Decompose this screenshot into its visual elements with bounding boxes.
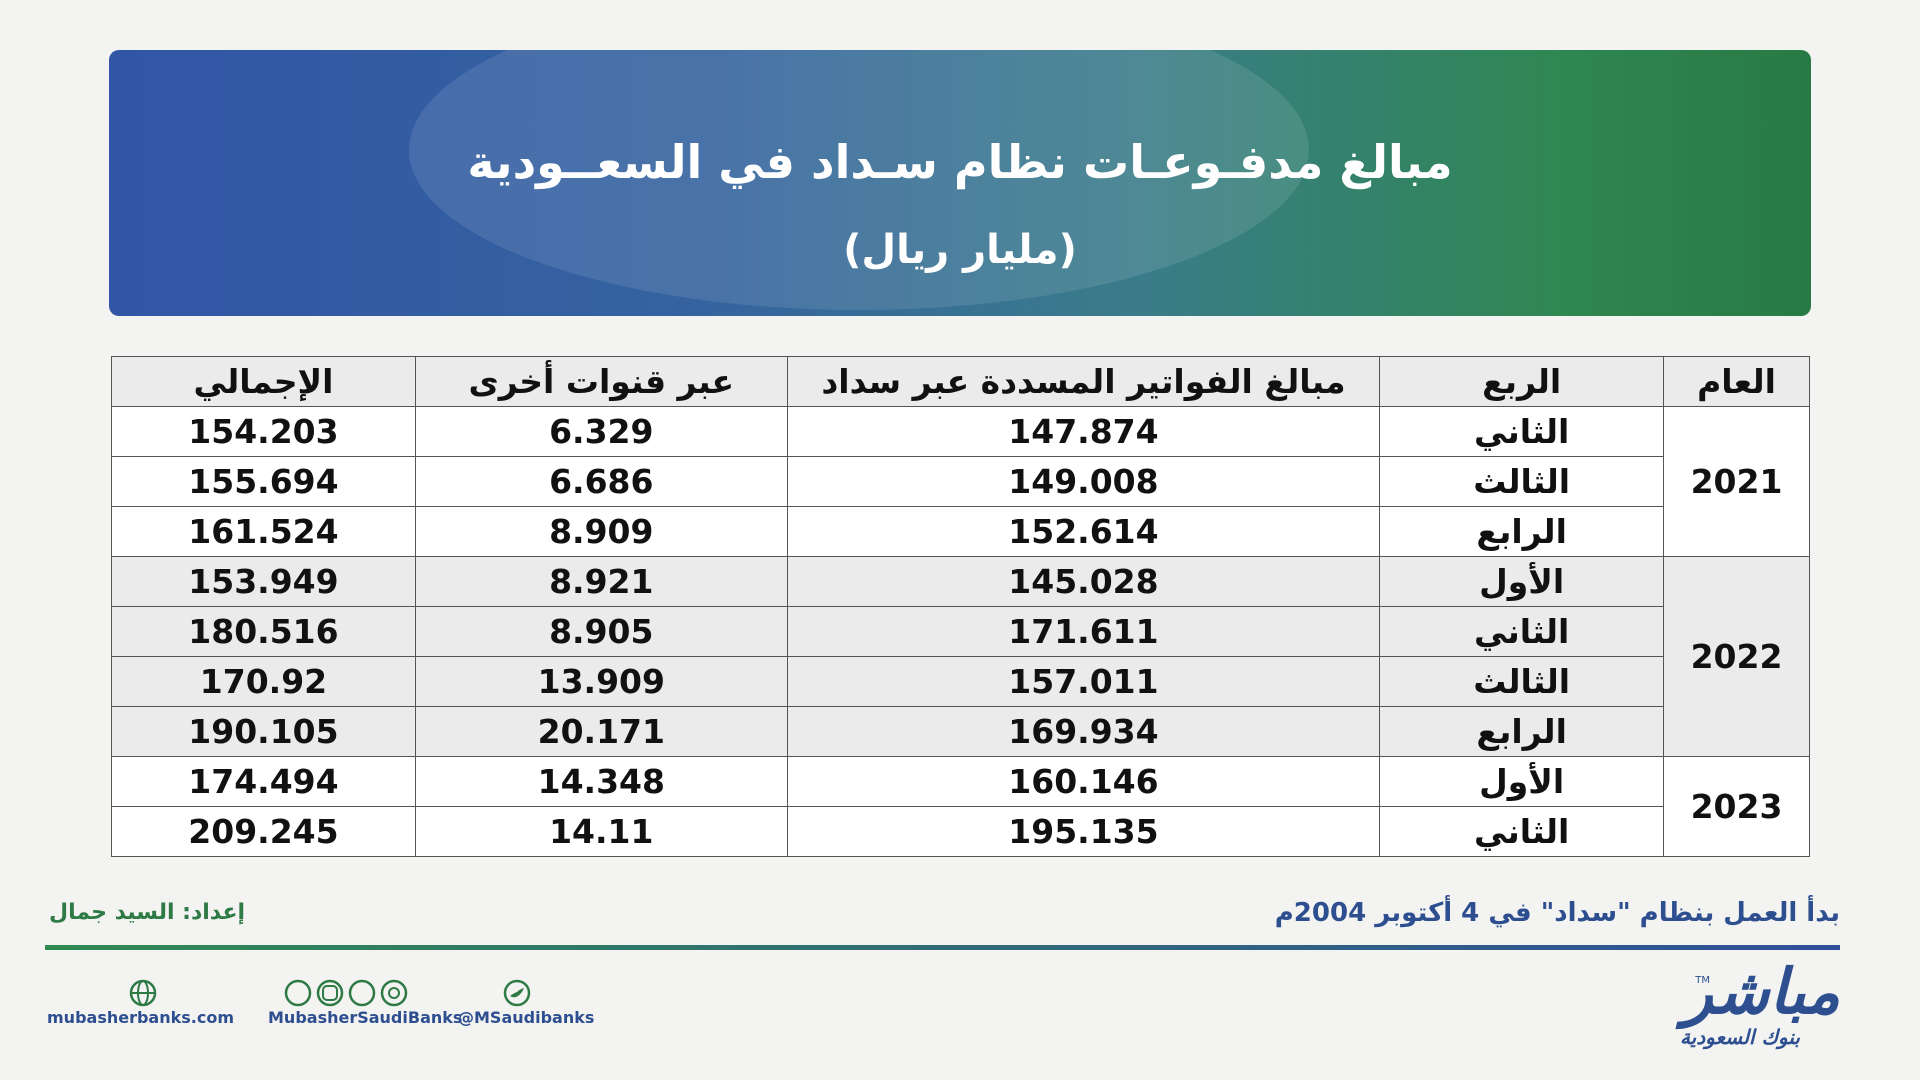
title: مبالغ مدفـوعـات نظام سـداد في السعــودية xyxy=(467,135,1453,189)
web-icon xyxy=(129,979,157,1007)
sadad-cell: 152.614 xyxy=(786,506,1381,557)
website[interactable]: mubasherbanks.com xyxy=(47,1008,234,1027)
table-row: 2022 الأول 145.028 8.921 153.949 xyxy=(111,556,1810,757)
other-cell: 14.11 xyxy=(414,806,788,857)
total-cell: 174.494 xyxy=(111,756,416,807)
quarter-cell: الثاني xyxy=(1379,606,1665,657)
twitter-handle[interactable]: @MSaudibanks xyxy=(458,1008,595,1027)
title-banner: مبالغ مدفـوعـات نظام سـداد في السعــودية… xyxy=(109,50,1811,316)
table-row: الرابع 169.934 20.171 190.105 xyxy=(111,706,1810,757)
social-handle[interactable]: MubasherSaudiBanks xyxy=(268,1008,463,1027)
footnote: بدأ العمل بنظام "سداد" في 4 أكتوبر 2004م xyxy=(1274,898,1840,928)
quarter-cell: الرابع xyxy=(1379,506,1665,557)
table-row: الثاني 171.611 8.905 180.516 xyxy=(111,606,1810,657)
year-cell: 2021 xyxy=(1663,406,1810,557)
quarter-cell: الثاني xyxy=(1379,406,1665,457)
quarter-cell: الأول xyxy=(1379,756,1665,807)
other-cell: 6.329 xyxy=(414,406,788,457)
logo-tm: TM xyxy=(1695,975,1710,986)
sadad-cell: 147.874 xyxy=(786,406,1381,457)
total-cell: 180.516 xyxy=(111,606,416,657)
total-cell: 190.105 xyxy=(111,706,416,757)
total-cell: 153.949 xyxy=(111,556,416,607)
year-cell: 2022 xyxy=(1663,556,1810,757)
other-cell: 8.905 xyxy=(414,606,788,657)
total-cell: 154.203 xyxy=(111,406,416,457)
sadad-cell: 145.028 xyxy=(786,556,1381,607)
other-cell: 8.909 xyxy=(414,506,788,557)
header-row: العام الربع مبالغ الفواتير المسددة عبر سدا… xyxy=(111,356,1810,407)
other-cell: 6.686 xyxy=(414,456,788,507)
data-table: العام الربع مبالغ الفواتير المسددة عبر سدا… xyxy=(111,356,1810,857)
quarter-cell: الثالث xyxy=(1379,656,1665,707)
divider xyxy=(45,945,1840,950)
table-row: الرابع 152.614 8.909 161.524 xyxy=(111,506,1810,557)
social-icons xyxy=(284,979,408,1007)
table-row: الثالث 157.011 13.909 170.92 xyxy=(111,656,1810,707)
sadad-cell: 171.611 xyxy=(786,606,1381,657)
logo-name: مباشر xyxy=(1683,955,1840,1028)
quarter-cell: الثالث xyxy=(1379,456,1665,507)
other-cell: 13.909 xyxy=(414,656,788,707)
sadad-cell: 149.008 xyxy=(786,456,1381,507)
sadad-cell: 157.011 xyxy=(786,656,1381,707)
logo-tagline: بنوك السعودية xyxy=(1679,1025,1800,1049)
total-cell: 209.245 xyxy=(111,806,416,857)
total-cell: 155.694 xyxy=(111,456,416,507)
sadad-cell: 169.934 xyxy=(786,706,1381,757)
logo: مباشر TM بنوك السعودية xyxy=(1610,955,1840,1055)
header-cell: عبر قنوات أخرى xyxy=(414,356,788,407)
header-cell: العام xyxy=(1663,356,1810,407)
table-row: 2021 الثاني 147.874 6.329 154.203 xyxy=(111,406,1810,557)
total-cell: 170.92 xyxy=(111,656,416,707)
author: إعداد: السيد جمال xyxy=(49,900,246,925)
year-cell: 2023 xyxy=(1663,756,1810,857)
header-cell: الإجمالي xyxy=(111,356,416,407)
quarter-cell: الثاني xyxy=(1379,806,1665,857)
table-row: الثاني 195.135 14.11 209.245 xyxy=(111,806,1810,857)
other-cell: 8.921 xyxy=(414,556,788,607)
header-cell: الربع xyxy=(1379,356,1665,407)
twitter-icon xyxy=(503,979,531,1007)
subtitle: (مليار ريال) xyxy=(843,227,1077,273)
other-cell: 20.171 xyxy=(414,706,788,757)
table-row: الثالث 149.008 6.686 155.694 xyxy=(111,456,1810,507)
sadad-cell: 160.146 xyxy=(786,756,1381,807)
sadad-cell: 195.135 xyxy=(786,806,1381,857)
header-cell: مبالغ الفواتير المسددة عبر سداد xyxy=(786,356,1381,407)
total-cell: 161.524 xyxy=(111,506,416,557)
table-row: 2023 الأول 160.146 14.348 174.494 xyxy=(111,756,1810,857)
quarter-cell: الرابع xyxy=(1379,706,1665,757)
other-cell: 14.348 xyxy=(414,756,788,807)
quarter-cell: الأول xyxy=(1379,556,1665,607)
